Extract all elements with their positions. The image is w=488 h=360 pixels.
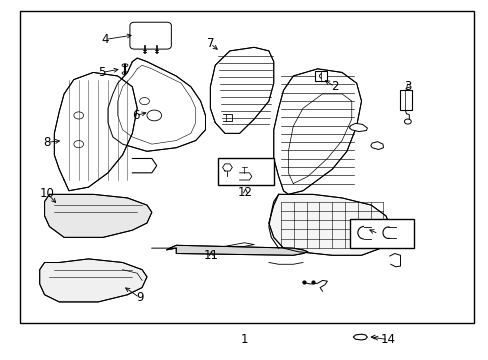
- Bar: [399, 90, 411, 110]
- Bar: [20, 12, 473, 323]
- Bar: [217, 158, 273, 185]
- Bar: [315, 71, 327, 81]
- Text: 7: 7: [206, 37, 214, 50]
- Text: 10: 10: [40, 187, 54, 200]
- FancyBboxPatch shape: [130, 22, 171, 49]
- Text: 13: 13: [370, 227, 385, 240]
- Polygon shape: [166, 245, 307, 255]
- Text: 3: 3: [404, 80, 411, 93]
- Text: 14: 14: [380, 333, 395, 346]
- Text: 6: 6: [132, 109, 140, 122]
- Polygon shape: [54, 72, 137, 191]
- Text: 9: 9: [136, 291, 143, 304]
- Text: 5: 5: [98, 66, 105, 79]
- Text: 4: 4: [102, 33, 109, 46]
- Ellipse shape: [133, 64, 139, 67]
- Polygon shape: [44, 194, 152, 237]
- Bar: [349, 220, 413, 248]
- Polygon shape: [348, 123, 366, 132]
- Text: 12: 12: [238, 186, 252, 199]
- Text: 1: 1: [240, 333, 248, 346]
- Text: 8: 8: [43, 136, 51, 149]
- Polygon shape: [40, 259, 147, 302]
- Polygon shape: [370, 141, 383, 149]
- Polygon shape: [268, 194, 390, 255]
- Ellipse shape: [133, 72, 139, 75]
- Text: 11: 11: [203, 249, 219, 262]
- Ellipse shape: [122, 72, 128, 75]
- Text: 2: 2: [330, 80, 338, 93]
- Polygon shape: [352, 334, 366, 340]
- Polygon shape: [210, 47, 273, 134]
- Polygon shape: [273, 69, 361, 194]
- Ellipse shape: [122, 64, 128, 67]
- Polygon shape: [108, 58, 205, 151]
